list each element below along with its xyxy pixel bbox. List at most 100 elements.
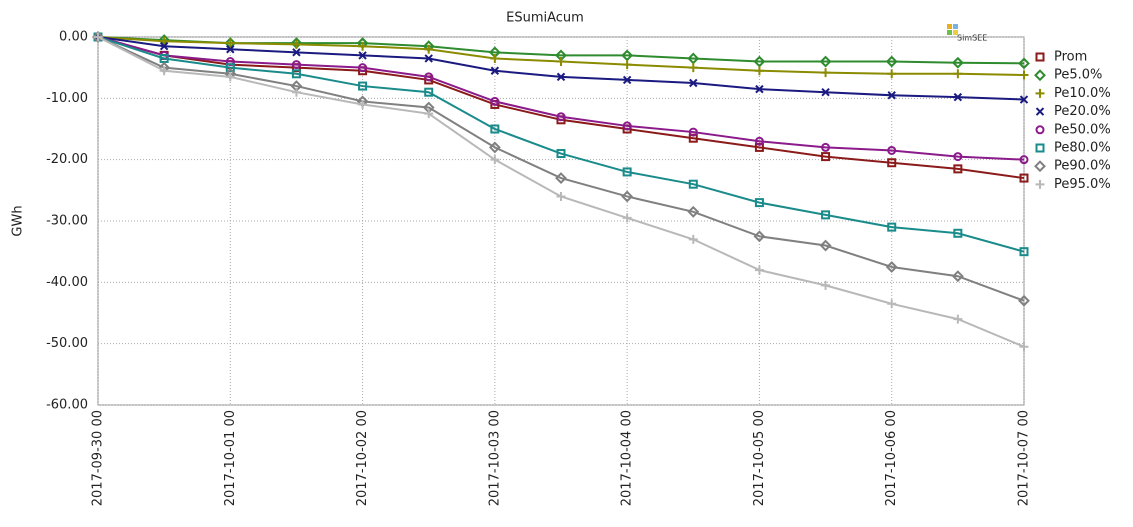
series: Pe95.0% xyxy=(93,32,1111,352)
marker xyxy=(755,84,764,94)
marker xyxy=(885,55,898,68)
marker xyxy=(1019,155,1029,165)
marker xyxy=(556,149,566,159)
marker xyxy=(291,39,301,49)
marker xyxy=(621,49,634,62)
marker xyxy=(951,270,964,283)
legend-label: Pe50.0% xyxy=(1054,122,1111,137)
y-tick-label: -10.00 xyxy=(46,91,88,106)
marker xyxy=(951,56,964,69)
chart-title: ESumiAcum xyxy=(506,11,584,26)
marker xyxy=(488,141,501,154)
marker xyxy=(292,48,301,57)
marker xyxy=(1035,143,1045,153)
marker xyxy=(819,55,832,68)
marker xyxy=(225,38,235,48)
y-tick-label: -60.00 xyxy=(46,398,88,413)
marker xyxy=(887,222,897,232)
marker xyxy=(687,52,700,65)
marker xyxy=(1034,69,1046,82)
marker xyxy=(622,167,632,177)
marker xyxy=(556,72,566,82)
marker xyxy=(953,69,963,79)
marker xyxy=(225,72,235,82)
y-tick-label: -30.00 xyxy=(46,214,88,229)
marker xyxy=(688,234,698,244)
y-tick-label: 0.00 xyxy=(59,30,88,45)
marker xyxy=(821,152,831,162)
marker xyxy=(1035,52,1045,62)
marker xyxy=(93,32,103,42)
marker xyxy=(291,87,301,97)
series: Pe20.0% xyxy=(93,32,1111,119)
series-line xyxy=(97,36,1025,348)
series: Pe10.0% xyxy=(93,32,1111,101)
marker xyxy=(1018,294,1030,307)
marker xyxy=(885,261,898,273)
series: Pe5.0% xyxy=(92,31,1102,83)
marker xyxy=(754,66,764,76)
marker xyxy=(1019,95,1029,104)
marker xyxy=(821,280,831,290)
marker xyxy=(490,124,500,134)
series-line xyxy=(97,36,1025,161)
marker xyxy=(424,87,434,97)
y-tick-label: -20.00 xyxy=(46,152,88,167)
marker xyxy=(1018,57,1030,70)
marker xyxy=(754,136,764,146)
marker xyxy=(490,96,500,106)
legend-label: Prom xyxy=(1054,50,1087,65)
marker xyxy=(754,198,764,208)
marker xyxy=(424,44,434,54)
marker xyxy=(424,109,434,119)
marker xyxy=(622,60,632,70)
y-tick-label: -50.00 xyxy=(46,336,88,351)
marker xyxy=(688,127,698,137)
marker xyxy=(490,53,500,63)
marker xyxy=(821,68,831,78)
marker xyxy=(622,213,632,223)
marker xyxy=(953,314,963,324)
legend-label: Pe95.0% xyxy=(1054,177,1111,192)
logo: SimSEE xyxy=(947,24,987,43)
x-tick-label: 2017-10-07 00 xyxy=(1017,410,1032,506)
marker xyxy=(225,63,235,73)
marker xyxy=(358,41,368,51)
series-line xyxy=(97,36,1025,302)
marker xyxy=(556,112,566,122)
x-tick-label: 2017-10-05 00 xyxy=(752,410,767,506)
marker xyxy=(1019,342,1029,352)
marker xyxy=(821,210,831,220)
logo-text: SimSEE xyxy=(957,34,987,43)
marker xyxy=(687,205,700,218)
x-tick-label: 2017-10-01 00 xyxy=(223,410,238,506)
marker xyxy=(159,41,169,51)
marker xyxy=(159,36,169,46)
marker xyxy=(622,75,632,85)
marker xyxy=(1035,88,1045,98)
marker xyxy=(688,179,698,189)
marker xyxy=(622,121,632,131)
marker xyxy=(953,152,963,162)
y-tick-label: -40.00 xyxy=(46,275,88,290)
legend-label: Pe90.0% xyxy=(1054,159,1111,174)
marker xyxy=(555,172,567,184)
marker xyxy=(226,45,235,54)
marker xyxy=(689,78,698,88)
marker xyxy=(1019,173,1029,183)
marker xyxy=(1035,125,1045,135)
series: Pe90.0% xyxy=(92,31,1111,307)
marker xyxy=(1035,179,1045,189)
marker xyxy=(753,55,766,68)
marker xyxy=(821,142,831,152)
marker xyxy=(556,57,566,67)
legend-label: Pe5.0% xyxy=(1054,68,1102,83)
marker xyxy=(754,265,764,275)
marker xyxy=(1019,247,1029,257)
legend-label: Pe80.0% xyxy=(1054,141,1111,156)
marker xyxy=(953,164,963,174)
marker xyxy=(490,155,500,165)
x-tick-label: 2017-10-04 00 xyxy=(620,410,635,506)
marker xyxy=(1034,160,1046,173)
